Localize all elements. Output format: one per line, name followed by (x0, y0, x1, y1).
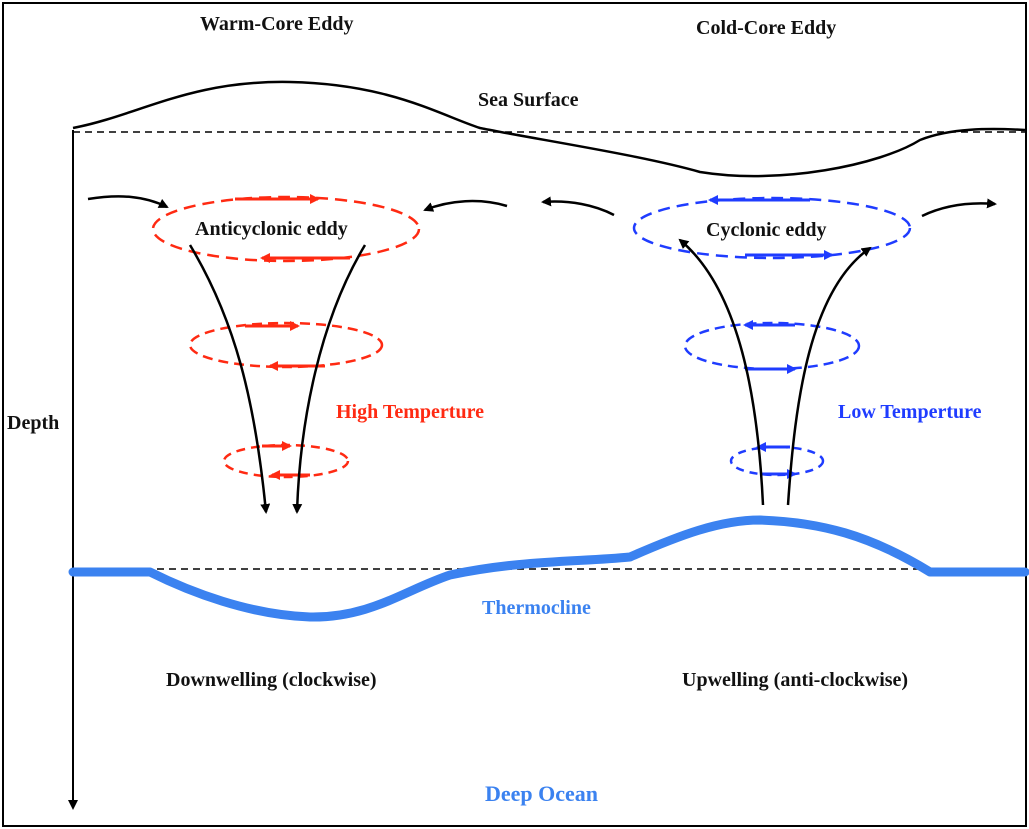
upwelling-label: Upwelling (anti-clockwise) (682, 669, 909, 691)
deep-ocean-label: Deep Ocean (485, 781, 599, 806)
sea-surface-curve (72, 80, 1026, 178)
downwelling-label: Downwelling (clockwise) (166, 669, 377, 691)
convergence-arrows (87, 195, 508, 212)
cold-core-eddy-title: Cold-Core Eddy (696, 17, 837, 39)
upwelling-flow-arrows (678, 238, 872, 506)
cyclonic-eddy-rings (632, 195, 912, 479)
anticyclonic-eddy-label: Anticyclonic eddy (195, 218, 348, 240)
depth-axis-label: Depth (7, 412, 60, 434)
sea-surface-label: Sea Surface (478, 89, 579, 111)
divergence-arrows (541, 196, 997, 218)
cyclonic-eddy-label: Cyclonic eddy (706, 219, 827, 241)
thermocline-label: Thermocline (482, 597, 591, 619)
downwelling-flow-arrows (188, 244, 367, 514)
warm-core-eddy-title: Warm-Core Eddy (200, 13, 354, 35)
thermocline-curve (68, 515, 1029, 622)
high-temperature-label: High Temperture (336, 401, 484, 423)
low-temperature-label: Low Temperture (838, 401, 982, 423)
anticyclonic-eddy-rings (151, 194, 421, 480)
